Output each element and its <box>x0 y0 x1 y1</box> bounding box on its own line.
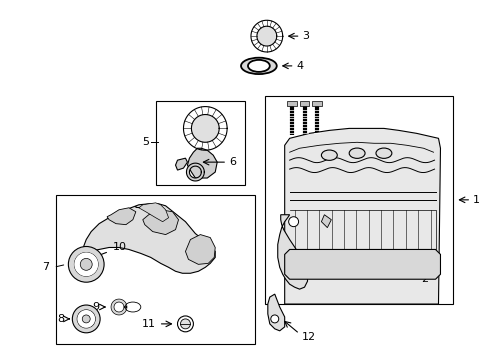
Polygon shape <box>186 163 204 181</box>
Bar <box>264 96 452 304</box>
Polygon shape <box>72 305 100 333</box>
Polygon shape <box>286 100 296 105</box>
Polygon shape <box>284 249 440 279</box>
Polygon shape <box>77 310 95 328</box>
Polygon shape <box>241 58 276 74</box>
Polygon shape <box>312 100 322 105</box>
Polygon shape <box>135 203 168 222</box>
Polygon shape <box>74 252 98 276</box>
Circle shape <box>80 258 92 270</box>
Polygon shape <box>277 215 307 289</box>
Bar <box>155 100 244 185</box>
Polygon shape <box>185 235 215 264</box>
Bar <box>56 195 254 344</box>
Polygon shape <box>321 215 331 228</box>
Text: 10: 10 <box>113 243 127 252</box>
Polygon shape <box>321 150 337 160</box>
Polygon shape <box>267 294 284 331</box>
Polygon shape <box>284 129 440 304</box>
Polygon shape <box>180 319 190 329</box>
Circle shape <box>270 315 278 323</box>
Polygon shape <box>348 148 365 158</box>
Polygon shape <box>191 114 219 142</box>
Text: 8: 8 <box>57 314 64 324</box>
Text: 7: 7 <box>42 262 49 272</box>
Polygon shape <box>111 299 127 315</box>
Polygon shape <box>175 158 187 170</box>
Polygon shape <box>187 148 217 178</box>
Polygon shape <box>73 204 215 279</box>
Circle shape <box>288 217 298 227</box>
Polygon shape <box>375 148 391 158</box>
Text: 4: 4 <box>296 61 303 71</box>
Text: 11: 11 <box>142 319 155 329</box>
Text: 3: 3 <box>302 31 309 41</box>
Circle shape <box>82 315 90 323</box>
Text: 6: 6 <box>229 157 236 167</box>
Text: 9: 9 <box>92 302 99 312</box>
Text: 12: 12 <box>301 332 315 342</box>
Polygon shape <box>142 210 178 235</box>
Text: 5: 5 <box>142 137 148 147</box>
Text: 1: 1 <box>472 195 479 205</box>
Polygon shape <box>256 26 276 46</box>
Text: 2: 2 <box>420 274 427 284</box>
Polygon shape <box>68 247 104 282</box>
Polygon shape <box>299 100 309 105</box>
Polygon shape <box>107 208 136 225</box>
